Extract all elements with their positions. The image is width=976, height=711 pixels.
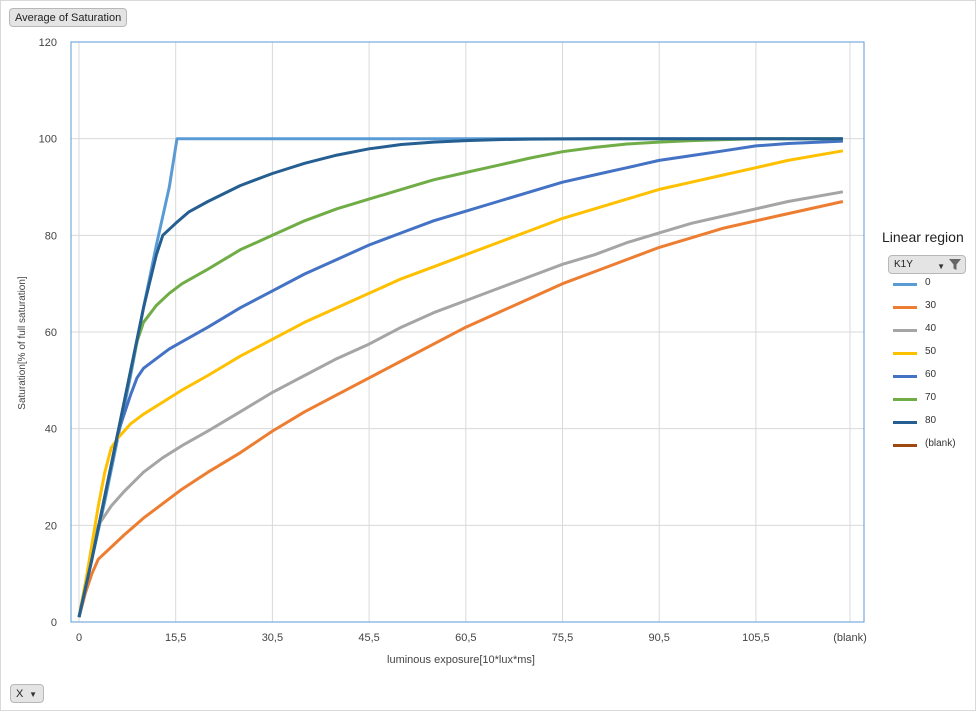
x-tick-label: 30,5 xyxy=(262,632,283,644)
series-line-80 xyxy=(77,137,843,618)
legend-title: Linear region xyxy=(882,229,964,245)
x-tick-label: 45,5 xyxy=(358,632,379,644)
legend-label: 50 xyxy=(925,346,937,357)
x-tick-label: (blank) xyxy=(833,632,867,644)
x-tick-label: 60,5 xyxy=(455,632,476,644)
dropdown-arrow-icon: ▼ xyxy=(937,262,945,271)
grid xyxy=(71,41,864,623)
y-tick-label: 100 xyxy=(39,134,57,146)
legend-label: 0 xyxy=(925,277,931,288)
legend-label: 70 xyxy=(925,392,937,403)
legend-swatch xyxy=(893,444,917,447)
x-tick-label: 0 xyxy=(76,632,82,644)
y-tick-label: 0 xyxy=(51,617,57,629)
legend-filter-label: K1Y xyxy=(894,259,913,270)
legend-swatch xyxy=(893,398,917,401)
series-layer xyxy=(77,137,844,618)
legend-field-filter-button[interactable]: K1Y ▼ xyxy=(888,255,966,274)
x-tick-label: 75,5 xyxy=(552,632,573,644)
legend-swatch xyxy=(893,283,917,286)
legend-label: 60 xyxy=(925,369,937,380)
filter-funnel-icon xyxy=(949,259,961,270)
legend-label: (blank) xyxy=(925,438,956,449)
y-tick-label: 80 xyxy=(45,230,57,242)
legend-label: 40 xyxy=(925,323,937,334)
axis-field-button[interactable]: X ▼ xyxy=(10,684,44,703)
legend-swatch xyxy=(893,375,917,378)
axis-field-label: X xyxy=(16,688,24,700)
legend-swatch xyxy=(893,352,917,355)
series-line-40 xyxy=(77,190,844,618)
x-tick-label: 15,5 xyxy=(165,632,186,644)
x-tick-label: 90,5 xyxy=(648,632,669,644)
plot-area-border xyxy=(70,41,865,623)
legend-swatch xyxy=(893,421,917,424)
legend-label: 80 xyxy=(925,415,937,426)
y-tick-labels: 0 20 40 60 80 100 120 xyxy=(39,37,57,629)
dropdown-arrow-icon: ▼ xyxy=(29,690,37,699)
y-tick-label: 60 xyxy=(45,327,57,339)
series-line-30 xyxy=(77,200,844,618)
series-line-50 xyxy=(77,149,844,618)
series-line-60 xyxy=(77,139,843,618)
x-tick-labels: 0 15,5 30,5 45,5 60,5 75,5 90,5 105,5 (blank) xyxy=(76,632,867,644)
y-tick-label: 20 xyxy=(45,520,57,532)
value-field-button[interactable]: Average of Saturation xyxy=(9,8,128,27)
y-tick-label: 40 xyxy=(45,424,57,436)
y-tick-label: 120 xyxy=(39,37,57,49)
x-axis-label: luminous exposure[10*lux*ms] xyxy=(387,654,535,666)
legend-swatch xyxy=(893,329,917,332)
y-axis-label: Saturation[% of full saturation] xyxy=(17,276,28,410)
legend-swatch xyxy=(893,306,917,309)
legend-label: 30 xyxy=(925,300,937,311)
x-tick-label: 105,5 xyxy=(742,632,770,644)
